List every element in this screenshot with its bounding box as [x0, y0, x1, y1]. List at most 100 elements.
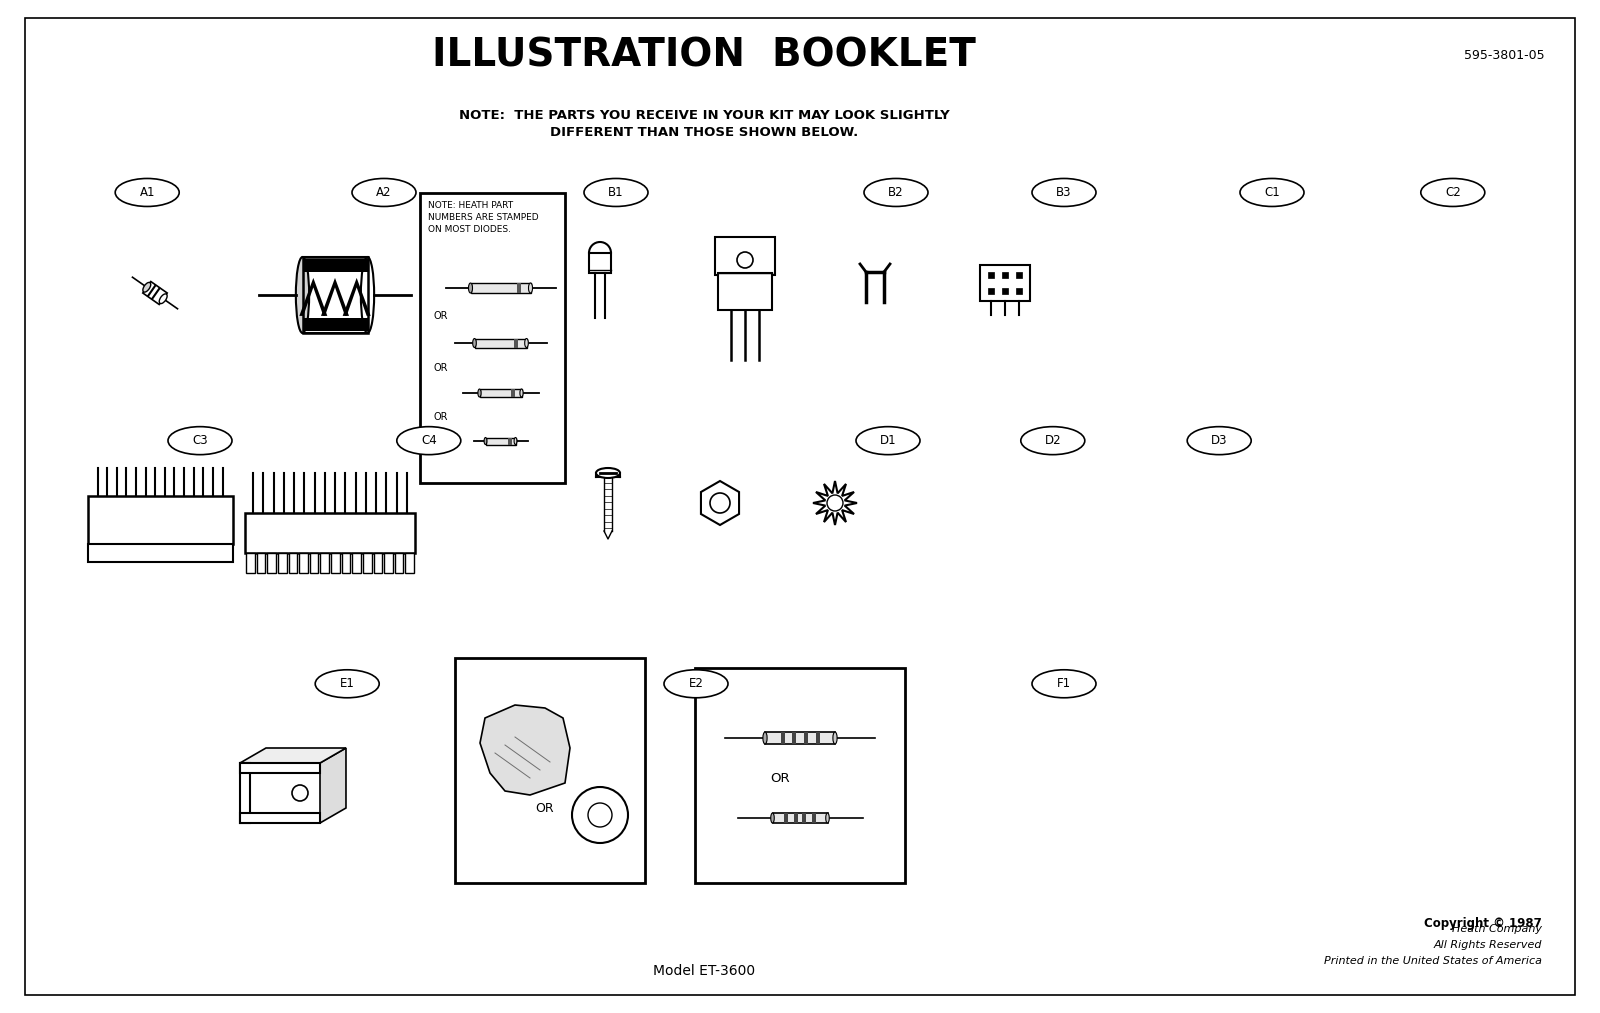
Ellipse shape [352, 178, 416, 207]
Polygon shape [342, 278, 371, 316]
Bar [1002, 272, 1008, 278]
Bar [803, 732, 808, 744]
Ellipse shape [469, 283, 472, 293]
Circle shape [738, 252, 754, 268]
Ellipse shape [1187, 426, 1251, 455]
Bar [419, 193, 565, 483]
Bar [784, 813, 789, 823]
Bar [514, 338, 518, 347]
Ellipse shape [296, 257, 309, 333]
Ellipse shape [478, 389, 482, 397]
Text: B2: B2 [888, 186, 904, 199]
Bar [288, 553, 298, 573]
Ellipse shape [485, 438, 486, 445]
Ellipse shape [763, 732, 766, 744]
Text: NOTE: HEATH PART
NUMBERS ARE STAMPED
ON MOST DIODES.: NOTE: HEATH PART NUMBERS ARE STAMPED ON … [429, 201, 539, 234]
Circle shape [291, 785, 307, 801]
Polygon shape [701, 481, 739, 525]
Text: C1: C1 [1264, 186, 1280, 199]
Text: NOTE:  THE PARTS YOU RECEIVE IN YOUR KIT MAY LOOK SLIGHTLY: NOTE: THE PARTS YOU RECEIVE IN YOUR KIT … [459, 108, 949, 122]
Ellipse shape [142, 283, 150, 292]
Bar [302, 318, 368, 331]
Ellipse shape [826, 813, 829, 823]
Polygon shape [320, 748, 346, 823]
Text: 595-3801-05: 595-3801-05 [1464, 49, 1546, 62]
Bar [88, 496, 232, 544]
Circle shape [827, 495, 843, 511]
Text: A2: A2 [376, 186, 392, 199]
Ellipse shape [160, 294, 166, 304]
Ellipse shape [528, 283, 533, 293]
Text: F1: F1 [1058, 678, 1070, 690]
Bar [310, 553, 318, 573]
Bar [373, 553, 382, 573]
Ellipse shape [595, 468, 621, 478]
Text: OR: OR [434, 412, 448, 422]
Polygon shape [299, 278, 328, 316]
Ellipse shape [315, 670, 379, 698]
Bar [1016, 272, 1022, 278]
Ellipse shape [664, 670, 728, 698]
Bar [363, 553, 371, 573]
Bar [718, 272, 771, 310]
Text: Heath Company
All Rights Reserved
Printed in the United States of America: Heath Company All Rights Reserved Printe… [1325, 925, 1542, 965]
Bar [331, 553, 339, 573]
Bar [342, 553, 350, 573]
Ellipse shape [771, 813, 774, 823]
Text: OR: OR [434, 311, 448, 320]
Bar [794, 813, 797, 823]
Text: Copyright © 1987: Copyright © 1987 [1424, 917, 1542, 930]
Bar [589, 253, 611, 272]
Circle shape [710, 493, 730, 513]
Bar [299, 553, 307, 573]
Bar [694, 668, 906, 883]
Ellipse shape [584, 178, 648, 207]
Text: B1: B1 [608, 186, 624, 199]
Bar [302, 257, 368, 333]
Text: OR: OR [770, 772, 790, 784]
Ellipse shape [362, 257, 374, 333]
Bar [475, 338, 526, 347]
Text: D3: D3 [1211, 435, 1227, 447]
Bar [302, 259, 368, 272]
Bar [510, 389, 515, 397]
Ellipse shape [168, 426, 232, 455]
Bar [773, 813, 827, 823]
Bar [320, 553, 330, 573]
Ellipse shape [520, 389, 523, 397]
Text: E1: E1 [339, 678, 355, 690]
Bar [302, 257, 368, 333]
Bar [1002, 288, 1008, 294]
Bar [245, 513, 414, 553]
Text: E2: E2 [688, 678, 704, 690]
Bar [352, 553, 362, 573]
Ellipse shape [834, 732, 837, 744]
Polygon shape [240, 763, 320, 773]
Ellipse shape [1240, 178, 1304, 207]
Bar [395, 553, 403, 573]
Text: Model ET-3600: Model ET-3600 [653, 964, 755, 978]
Bar [256, 553, 266, 573]
Polygon shape [240, 748, 346, 763]
Polygon shape [240, 763, 250, 823]
Text: C4: C4 [421, 435, 437, 447]
Ellipse shape [1032, 670, 1096, 698]
Text: OR: OR [534, 801, 554, 814]
Bar [1016, 288, 1022, 294]
Bar [781, 732, 784, 744]
Ellipse shape [472, 338, 477, 347]
Ellipse shape [589, 242, 611, 264]
Polygon shape [142, 282, 168, 305]
Bar [246, 553, 254, 573]
Ellipse shape [1421, 178, 1485, 207]
Bar [989, 288, 994, 294]
Ellipse shape [864, 178, 928, 207]
Text: DIFFERENT THAN THOSE SHOWN BELOW.: DIFFERENT THAN THOSE SHOWN BELOW. [550, 126, 858, 139]
Text: OR: OR [434, 363, 448, 373]
Bar [480, 389, 522, 397]
Polygon shape [240, 813, 320, 823]
Circle shape [589, 803, 611, 827]
Bar [88, 544, 232, 562]
Bar [470, 283, 531, 293]
Ellipse shape [397, 426, 461, 455]
